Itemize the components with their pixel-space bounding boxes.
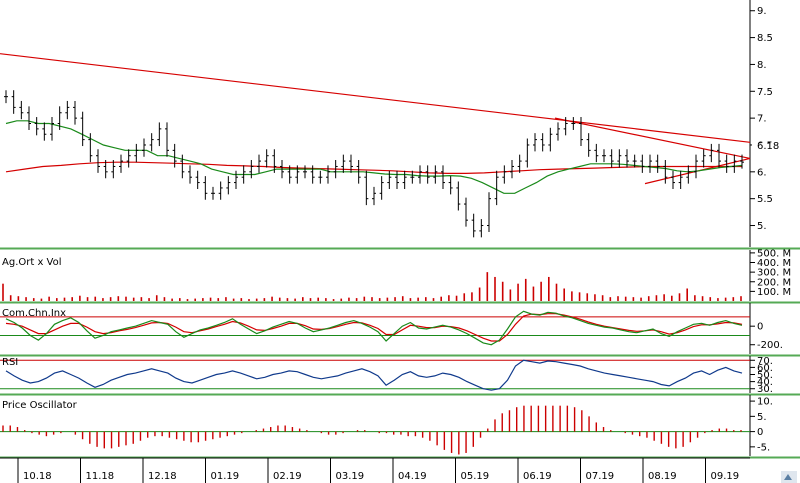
x-tick-label: 08.19 <box>648 471 677 482</box>
y-tick-label: 8.5 <box>757 33 773 44</box>
y-tick-label: 50. <box>757 370 773 381</box>
y-tick-label: 5. <box>757 412 767 423</box>
y-tick-label: 40. <box>757 377 773 388</box>
cci-signal-line <box>5 313 743 342</box>
price-oscillator-title: Price Oscillator <box>2 400 78 411</box>
y-tick-label: 5.5 <box>757 194 773 205</box>
y-tick-label: 30. <box>757 384 773 395</box>
y-tick-label: 10. <box>757 397 773 408</box>
y-tick-label: 0 <box>757 427 763 438</box>
x-tick-label: 07.19 <box>586 471 615 482</box>
cci-line <box>5 310 743 346</box>
x-tick-label: 06.19 <box>523 471 552 482</box>
y-tick-label: 7. <box>757 114 767 125</box>
y-tick-label: 7.5 <box>757 87 773 98</box>
rsi-line <box>5 359 743 391</box>
x-axis: 10.18 11.18 12.18 01.19 02.19 03.19 04.19 05.19… <box>0 457 750 483</box>
x-tick-label: 02.19 <box>273 471 302 482</box>
x-tick-label: 09.19 <box>711 471 740 482</box>
trendline <box>554 117 751 159</box>
x-tick-label: 12.18 <box>148 471 177 482</box>
x-tick-label: 03.19 <box>336 471 365 482</box>
y-tick-label: 70. <box>757 356 773 367</box>
y-tick-label: 0 <box>757 322 763 333</box>
last-price-label: 6.18 <box>757 141 779 152</box>
x-tick-label: 04.19 <box>398 471 427 482</box>
y-tick-label: -200. <box>757 340 783 351</box>
y-tick-label: 500. M <box>757 248 791 259</box>
rsi-panel: 70.60.50.40.30. <box>0 356 800 396</box>
y-tick-label: 60. <box>757 363 773 374</box>
trendline <box>0 53 751 143</box>
y-tick-label: 6. <box>757 167 767 178</box>
y-tick-label: 300. M <box>757 268 791 279</box>
last-price-tag: 6.18 <box>752 141 788 152</box>
y-tick-label: 8. <box>757 60 767 71</box>
logo-icon <box>781 471 797 483</box>
x-tick-label: 10.18 <box>23 471 52 482</box>
y-tick-label: 100. M <box>757 287 791 298</box>
x-tick-label: 05.19 <box>461 471 490 482</box>
x-tick-label: 11.18 <box>86 471 115 482</box>
price-panel: 5.5.56.6.57.7.58.8.59. <box>0 0 800 250</box>
y-tick-label: 200. M <box>757 277 791 288</box>
y-tick-label: -5. <box>757 442 770 453</box>
cci-title: Com.Chn.Inx <box>2 308 66 319</box>
y-tick-label: 400. M <box>757 258 791 269</box>
rsi-title: RSI <box>2 357 18 368</box>
x-tick-label: 01.19 <box>211 471 240 482</box>
y-tick-label: 9. <box>757 6 767 17</box>
y-tick-label: 5. <box>757 221 767 232</box>
volume-title: Ag.Ort x Vol <box>2 257 62 268</box>
cci-panel: 0 -200. <box>0 303 800 357</box>
